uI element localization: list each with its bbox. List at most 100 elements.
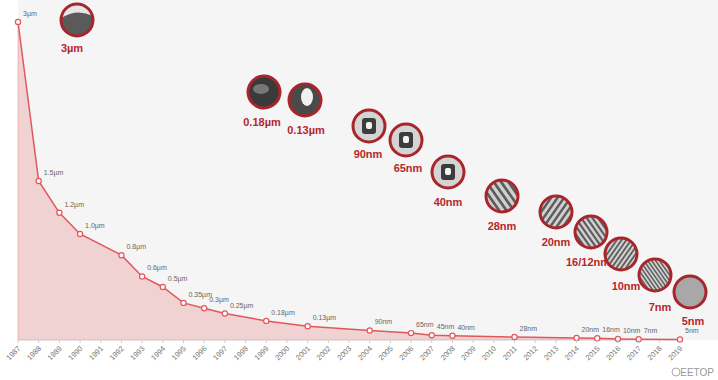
node-label: 5nm [682, 315, 705, 327]
data-label: 1.0µm [85, 222, 105, 230]
x-tick [659, 340, 660, 343]
thumb-detail [301, 88, 313, 106]
data-label: 5nm [685, 327, 699, 334]
thumb-fill [390, 124, 422, 156]
x-tick-label: 2008 [439, 344, 457, 362]
node-image-border [605, 238, 637, 270]
point [574, 335, 579, 340]
thumb-stripe [498, 168, 528, 209]
data-label: 45nm [437, 323, 455, 330]
x-tick-label: 1999 [253, 344, 271, 362]
x-tick-label: 2005 [377, 344, 395, 362]
data-label: 1.2µm [64, 201, 84, 209]
node-image-border [432, 156, 464, 188]
x-tick-label: 2018 [646, 344, 664, 362]
point [305, 324, 310, 329]
x-tick [369, 340, 370, 343]
x-tick [411, 340, 412, 343]
data-label: 0.8µm [126, 243, 146, 251]
thumb-detail [445, 168, 451, 175]
point [408, 331, 413, 336]
node-label: 40nm [434, 196, 463, 208]
x-tick [266, 340, 267, 343]
point [57, 210, 62, 215]
x-tick-label: 1987 [4, 344, 22, 362]
x-tick [121, 340, 122, 343]
thumb-detail [362, 118, 376, 134]
x-tick-label: 2017 [625, 344, 643, 362]
x-tick-label: 2019 [666, 344, 684, 362]
data-label: 7nm [644, 327, 658, 334]
x-tick-label: 1993 [128, 344, 146, 362]
node-label: 10nm [612, 280, 641, 292]
node-label: 3µm [61, 42, 83, 54]
x-tick [38, 340, 39, 343]
x-tick-label: 1997 [211, 344, 229, 362]
x-tick [514, 340, 515, 343]
x-tick-label: 1995 [170, 344, 188, 362]
data-label: 0.3µm [209, 296, 229, 304]
point [429, 333, 434, 338]
x-tick [535, 340, 536, 343]
node-image-border [289, 84, 321, 116]
x-tick-label: 2015 [584, 344, 602, 362]
node-image-border [61, 4, 93, 36]
node-label: 20nm [542, 236, 571, 248]
x-tick [597, 340, 598, 343]
x-tick [18, 340, 19, 343]
data-label: 3µm [23, 10, 37, 18]
point [450, 333, 455, 338]
data-label: 0.6µm [147, 264, 167, 272]
x-tick [328, 340, 329, 343]
data-label: 40nm [457, 324, 475, 331]
point [77, 231, 82, 236]
data-label: 1.5µm [44, 169, 64, 177]
x-tick [307, 340, 308, 343]
x-tick [100, 340, 101, 343]
x-tick-label: 1989 [46, 344, 64, 362]
x-tick-label: 2016 [604, 344, 622, 362]
node-image [390, 124, 422, 156]
x-tick-label: 2004 [356, 344, 374, 362]
x-tick [183, 340, 184, 343]
node-image-border [639, 259, 671, 291]
x-tick [204, 340, 205, 343]
x-tick-label: 2007 [418, 344, 436, 362]
thumb-detail [441, 164, 455, 180]
point [119, 253, 124, 258]
x-tick-label: 2002 [315, 344, 333, 362]
x-tick [286, 340, 287, 343]
x-tick-label: 2006 [397, 344, 415, 362]
node-label: 90nm [354, 148, 383, 160]
node-image-border [486, 180, 518, 212]
node-label: 0.18µm [243, 116, 281, 128]
thumb-detail [403, 136, 409, 143]
data-label: 0.25µm [230, 302, 254, 310]
node-image [248, 76, 280, 108]
node-image [61, 4, 93, 36]
node-label: 0.13µm [287, 124, 325, 136]
data-label: 0.13µm [313, 314, 337, 322]
point [202, 306, 207, 311]
x-tick [473, 340, 474, 343]
thumb-fill [289, 84, 321, 116]
thumb-fill [432, 156, 464, 188]
node-image-border [674, 276, 706, 308]
x-tick-label: 2014 [563, 344, 581, 362]
point [15, 19, 20, 24]
node-label: 16/12nm [566, 256, 610, 268]
point [181, 300, 186, 305]
data-label: 0.5µm [168, 275, 188, 283]
data-label: 28nm [520, 325, 538, 332]
data-label: 0.18µm [271, 309, 295, 317]
x-tick-label: 2003 [335, 344, 353, 362]
thumb-stripe [588, 204, 617, 245]
x-tick [80, 340, 81, 343]
thumb-detail [399, 132, 413, 148]
thumb-stripe [648, 250, 677, 290]
x-tick [617, 340, 618, 343]
plot-background [18, 0, 718, 340]
node-image [432, 156, 464, 188]
node-image-border [390, 124, 422, 156]
thumb-detail [61, 4, 93, 18]
